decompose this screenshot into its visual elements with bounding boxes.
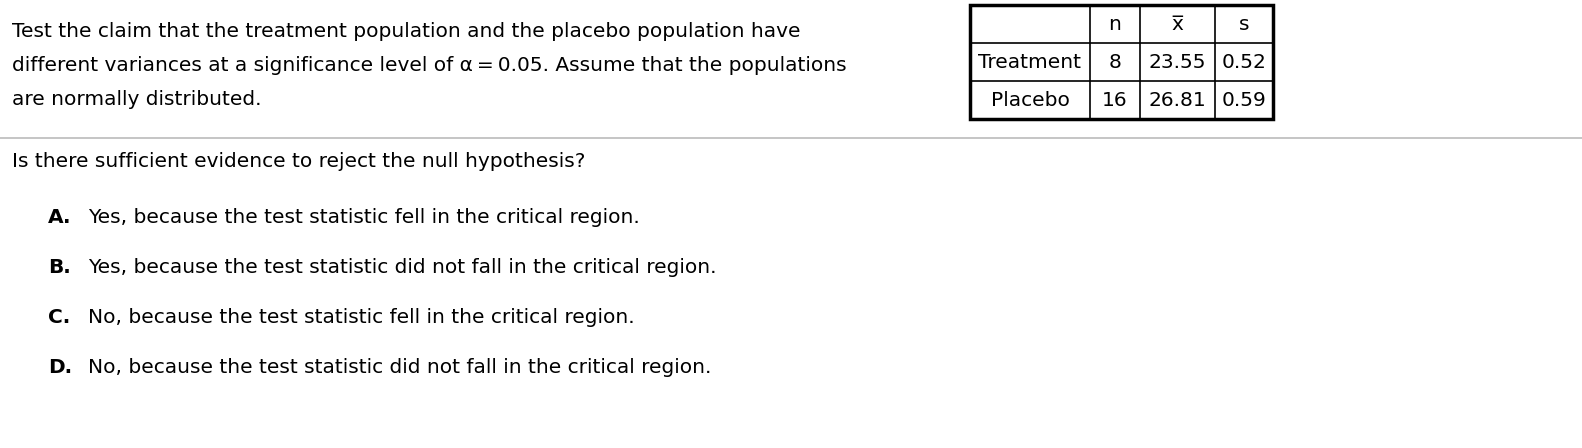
Text: are normally distributed.: are normally distributed.: [13, 90, 261, 109]
Text: A.: A.: [47, 208, 71, 227]
Text: different variances at a significance level of α = 0.05. Assume that the populat: different variances at a significance le…: [13, 56, 846, 75]
Text: B.: B.: [47, 258, 71, 277]
Text: Yes, because the test statistic fell in the critical region.: Yes, because the test statistic fell in …: [89, 208, 639, 227]
Text: 0.59: 0.59: [1221, 90, 1266, 109]
Text: 0.52: 0.52: [1221, 52, 1267, 72]
Text: No, because the test statistic fell in the critical region.: No, because the test statistic fell in t…: [89, 308, 634, 327]
Text: s: s: [1239, 14, 1250, 34]
Text: n: n: [1109, 14, 1122, 34]
Bar: [970, 5, 1274, 119]
Text: No, because the test statistic did not fall in the critical region.: No, because the test statistic did not f…: [89, 358, 712, 377]
Text: D.: D.: [47, 358, 73, 377]
Text: 8: 8: [1109, 52, 1122, 72]
Text: x̅: x̅: [1172, 14, 1183, 34]
Text: C.: C.: [47, 308, 70, 327]
Text: Treatment: Treatment: [979, 52, 1082, 72]
Text: Yes, because the test statistic did not fall in the critical region.: Yes, because the test statistic did not …: [89, 258, 717, 277]
Text: Placebo: Placebo: [990, 90, 1069, 109]
Text: 26.81: 26.81: [1149, 90, 1207, 109]
Text: 23.55: 23.55: [1149, 52, 1205, 72]
Text: 16: 16: [1103, 90, 1128, 109]
Text: Test the claim that the treatment population and the placebo population have: Test the claim that the treatment popula…: [13, 22, 800, 41]
Text: Is there sufficient evidence to reject the null hypothesis?: Is there sufficient evidence to reject t…: [13, 152, 585, 171]
